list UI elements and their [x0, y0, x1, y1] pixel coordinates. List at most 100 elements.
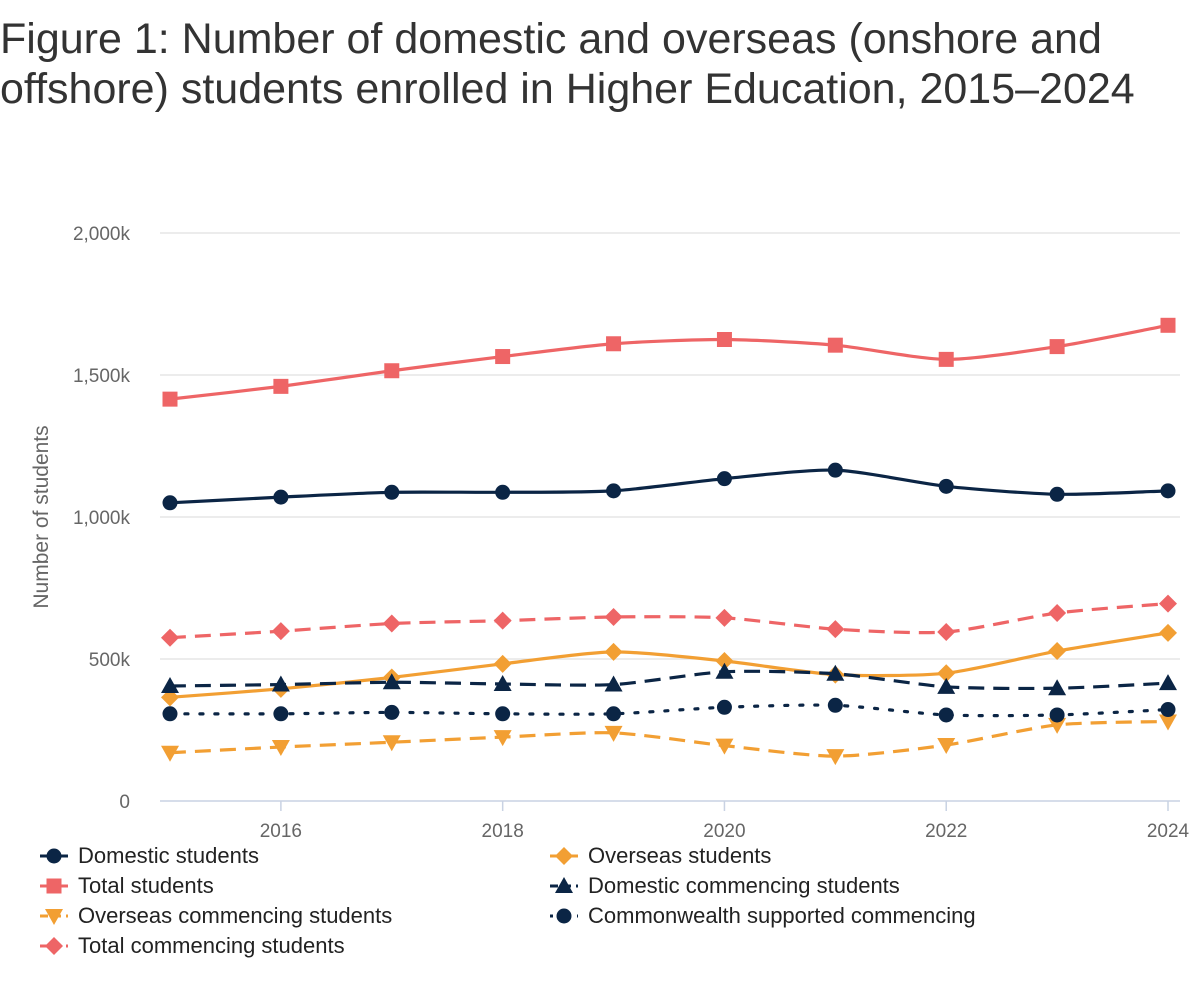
legend-swatch-marker [555, 877, 573, 893]
data-point-domestic-commencing-students [271, 675, 290, 692]
legend-item-total-commencing-students: Total commencing students [40, 933, 345, 958]
data-point-commonwealth-supported-commencing [606, 706, 622, 722]
legend-swatch-marker [46, 848, 62, 864]
data-point-total-commencing-students [715, 608, 734, 627]
data-point-total-students [273, 378, 289, 394]
series-line-domestic-students [169, 468, 1169, 505]
data-point-total-commencing-students [493, 611, 512, 630]
data-point-commonwealth-supported-commencing [273, 706, 289, 722]
data-point-domestic-commencing-students [382, 673, 401, 690]
data-point-overseas-commencing-students [271, 740, 290, 757]
data-point-domestic-students [1160, 483, 1176, 499]
legend-item-overseas-students: Overseas students [550, 843, 771, 868]
legend-item-domestic-commencing-students: Domestic commencing students [550, 873, 900, 898]
data-point-total-commencing-students [937, 623, 956, 642]
legend-item-domestic-students: Domestic students [40, 843, 259, 868]
series-total-commencing-students [161, 594, 1177, 647]
data-point-domestic-students [384, 484, 400, 500]
chart-title: Figure 1: Number of domestic and oversea… [0, 15, 1135, 113]
data-point-overseas-students [715, 651, 734, 670]
data-point-overseas-commencing-students [937, 738, 956, 755]
data-point-domestic-students [938, 478, 954, 494]
data-point-total-students [1160, 317, 1176, 333]
legend-label: Domestic students [78, 843, 259, 868]
data-point-domestic-commencing-students [715, 662, 734, 679]
data-point-domestic-commencing-students [826, 664, 845, 681]
data-point-domestic-students [273, 489, 289, 505]
data-point-commonwealth-supported-commencing [495, 706, 511, 722]
y-tick-label: 1,500k [73, 366, 131, 387]
data-point-overseas-commencing-students [826, 749, 845, 766]
data-point-total-students [384, 363, 400, 379]
legend-swatch-marker [555, 847, 573, 865]
data-point-total-students [938, 351, 954, 367]
legend-label: Total commencing students [78, 933, 345, 958]
data-point-domestic-students [1049, 486, 1065, 502]
data-point-commonwealth-supported-commencing [1049, 707, 1065, 723]
x-tick-label: 2016 [260, 821, 302, 842]
legend-label: Overseas commencing students [78, 903, 392, 928]
data-point-commonwealth-supported-commencing [716, 699, 732, 715]
series-overseas-students [161, 623, 1177, 707]
data-point-total-commencing-students [1159, 594, 1177, 613]
data-point-total-commencing-students [826, 620, 845, 639]
y-tick-label: 0 [119, 792, 130, 813]
data-point-domestic-students [606, 483, 622, 499]
legend-item-commonwealth-supported-commencing: Commonwealth supported commencing [550, 903, 976, 928]
data-point-domestic-commencing-students [604, 675, 623, 692]
legend-swatch-marker [46, 878, 62, 894]
data-point-overseas-commencing-students [604, 725, 623, 742]
data-point-total-students [716, 332, 732, 347]
data-point-total-students [162, 391, 178, 407]
data-point-domestic-commencing-students [1048, 679, 1067, 696]
x-tick-label: 2020 [703, 821, 745, 842]
data-point-overseas-students [937, 664, 956, 683]
grid [160, 232, 1180, 660]
data-point-domestic-students [162, 495, 178, 511]
series-total-students [162, 317, 1176, 407]
data-point-total-students [1049, 339, 1065, 355]
data-point-total-commencing-students [1048, 603, 1067, 622]
legend-swatch-marker [45, 937, 63, 955]
series-line-domestic-commencing-students [169, 669, 1169, 691]
legend-label: Domestic commencing students [588, 873, 900, 898]
data-point-overseas-commencing-students [161, 745, 179, 762]
legend-swatch-marker [556, 908, 572, 924]
data-point-domestic-commencing-students [161, 676, 179, 693]
legend-label: Commonwealth supported commencing [588, 903, 976, 928]
series-commonwealth-supported-commencing [162, 697, 1176, 723]
data-point-domestic-commencing-students [1159, 674, 1177, 691]
legend-swatch-marker [45, 909, 63, 925]
legend-label: Overseas students [588, 843, 771, 868]
data-point-overseas-commencing-students [715, 738, 734, 755]
series-domestic-commencing-students [161, 662, 1177, 696]
data-point-commonwealth-supported-commencing [384, 704, 400, 720]
data-point-domestic-students [827, 462, 843, 478]
data-point-overseas-commencing-students [1048, 717, 1067, 734]
data-point-total-commencing-students [271, 622, 290, 641]
series-overseas-commencing-students [161, 714, 1177, 766]
data-point-overseas-students [604, 642, 623, 661]
data-point-commonwealth-supported-commencing [938, 707, 954, 723]
series-line-overseas-commencing-students [169, 719, 1169, 758]
series-line-total-students [169, 323, 1169, 401]
axes: 0 500k 1,000k 1,500k 2,000k 2016 2018 2020 2022 2… [30, 224, 1190, 842]
series [161, 317, 1177, 766]
data-point-commonwealth-supported-commencing [162, 706, 178, 722]
legend-item-overseas-commencing-students: Overseas commencing students [40, 903, 392, 928]
data-point-overseas-commencing-students [1159, 714, 1177, 731]
data-point-total-students [827, 337, 843, 353]
data-point-total-students [606, 336, 622, 352]
data-point-overseas-students [1159, 623, 1177, 642]
legend-label: Total students [78, 873, 214, 898]
series-line-total-commencing-students [169, 602, 1169, 640]
data-point-commonwealth-supported-commencing [827, 697, 843, 713]
legend-item-total-students: Total students [40, 873, 214, 898]
data-point-domestic-commencing-students [493, 674, 512, 691]
legend: Domestic students Overseas students Total … [40, 843, 976, 958]
data-point-overseas-commencing-students [493, 730, 512, 747]
data-point-domestic-students [495, 484, 511, 500]
series-domestic-students [162, 462, 1176, 511]
y-axis-title: Number of students [30, 425, 53, 608]
